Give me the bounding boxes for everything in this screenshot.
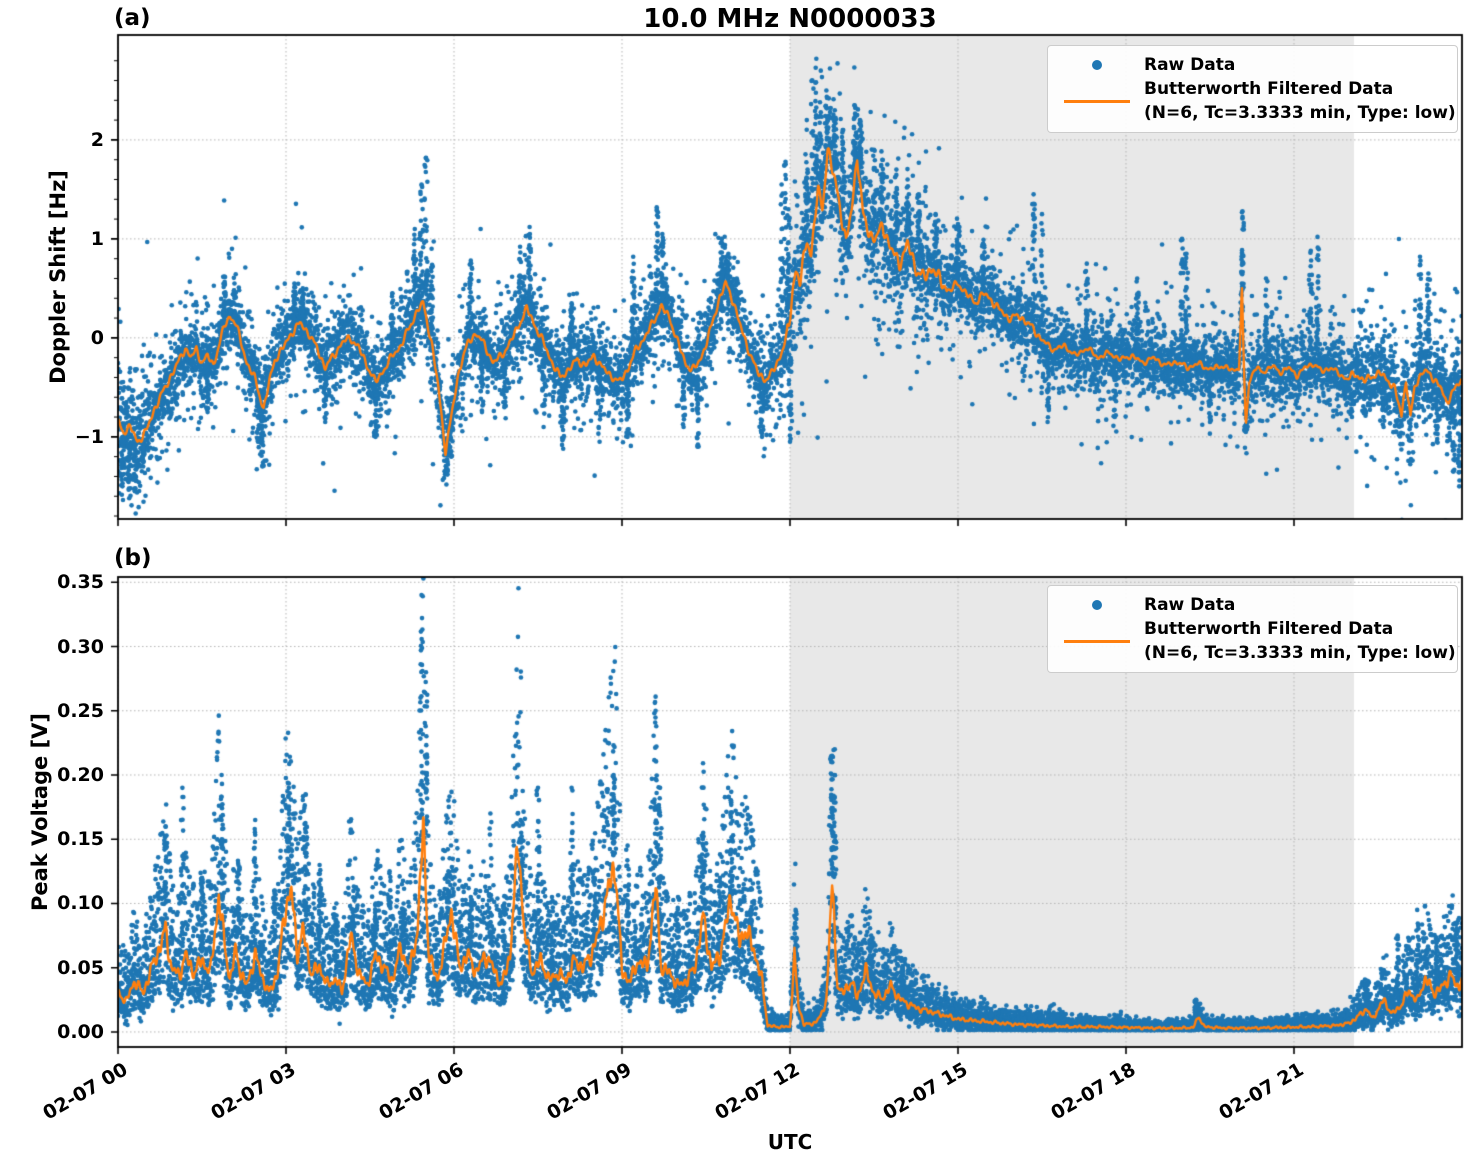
y-tick-label: 0.05 xyxy=(57,956,104,979)
legend-filtered-entry: Butterworth Filtered Data (N=6, Tc=3.333… xyxy=(1058,617,1456,665)
x-axis-label: UTC xyxy=(767,1130,813,1154)
legend-filtered-entry: Butterworth Filtered Data (N=6, Tc=3.333… xyxy=(1058,77,1456,125)
y-tick-label: 1 xyxy=(90,227,104,250)
legend-filtered-line1: Butterworth Filtered Data xyxy=(1144,619,1394,639)
legend-raw-label: Raw Data xyxy=(1144,55,1236,75)
legend-filtered-line1: Butterworth Filtered Data xyxy=(1144,79,1394,99)
legend-raw-entry: Raw Data xyxy=(1058,593,1447,617)
legend-filtered-label: Butterworth Filtered Data (N=6, Tc=3.333… xyxy=(1144,77,1456,125)
filtered-line-icon xyxy=(1058,99,1136,103)
y-tick-label: 0.10 xyxy=(57,892,104,915)
y-tick-label: 0 xyxy=(90,326,104,349)
panel-b-tag: (b) xyxy=(114,545,152,571)
panel-b-ylabel: Peak Voltage [V] xyxy=(28,712,52,912)
legend-filtered-line2: (N=6, Tc=3.3333 min, Type: low) xyxy=(1144,643,1456,663)
legend-raw-label: Raw Data xyxy=(1144,595,1236,615)
panel-a-tag: (a) xyxy=(114,5,151,31)
panel-a-ylabel: Doppler Shift [Hz] xyxy=(46,170,70,384)
y-tick-label: 0.20 xyxy=(57,763,104,786)
y-tick-label: 0.35 xyxy=(57,571,104,594)
filtered-line-icon xyxy=(1058,639,1136,643)
y-tick-label: 0.00 xyxy=(57,1020,104,1043)
raw-data-marker-icon xyxy=(1058,600,1136,610)
y-tick-label: −1 xyxy=(74,425,104,448)
raw-data-marker-icon xyxy=(1058,60,1136,70)
y-tick-label: 0.25 xyxy=(57,699,104,722)
y-tick-label: 0.15 xyxy=(57,828,104,851)
chart-title: 10.0 MHz N0000033 xyxy=(643,4,937,34)
legend-panel-a: Raw Data Butterworth Filtered Data (N=6,… xyxy=(1047,45,1458,133)
legend-panel-b: Raw Data Butterworth Filtered Data (N=6,… xyxy=(1047,585,1458,673)
legend-raw-entry: Raw Data xyxy=(1058,53,1447,77)
y-tick-label: 0.30 xyxy=(57,635,104,658)
y-tick-label: 2 xyxy=(90,128,104,151)
legend-filtered-line2: (N=6, Tc=3.3333 min, Type: low) xyxy=(1144,103,1456,123)
legend-filtered-label: Butterworth Filtered Data (N=6, Tc=3.333… xyxy=(1144,617,1456,665)
